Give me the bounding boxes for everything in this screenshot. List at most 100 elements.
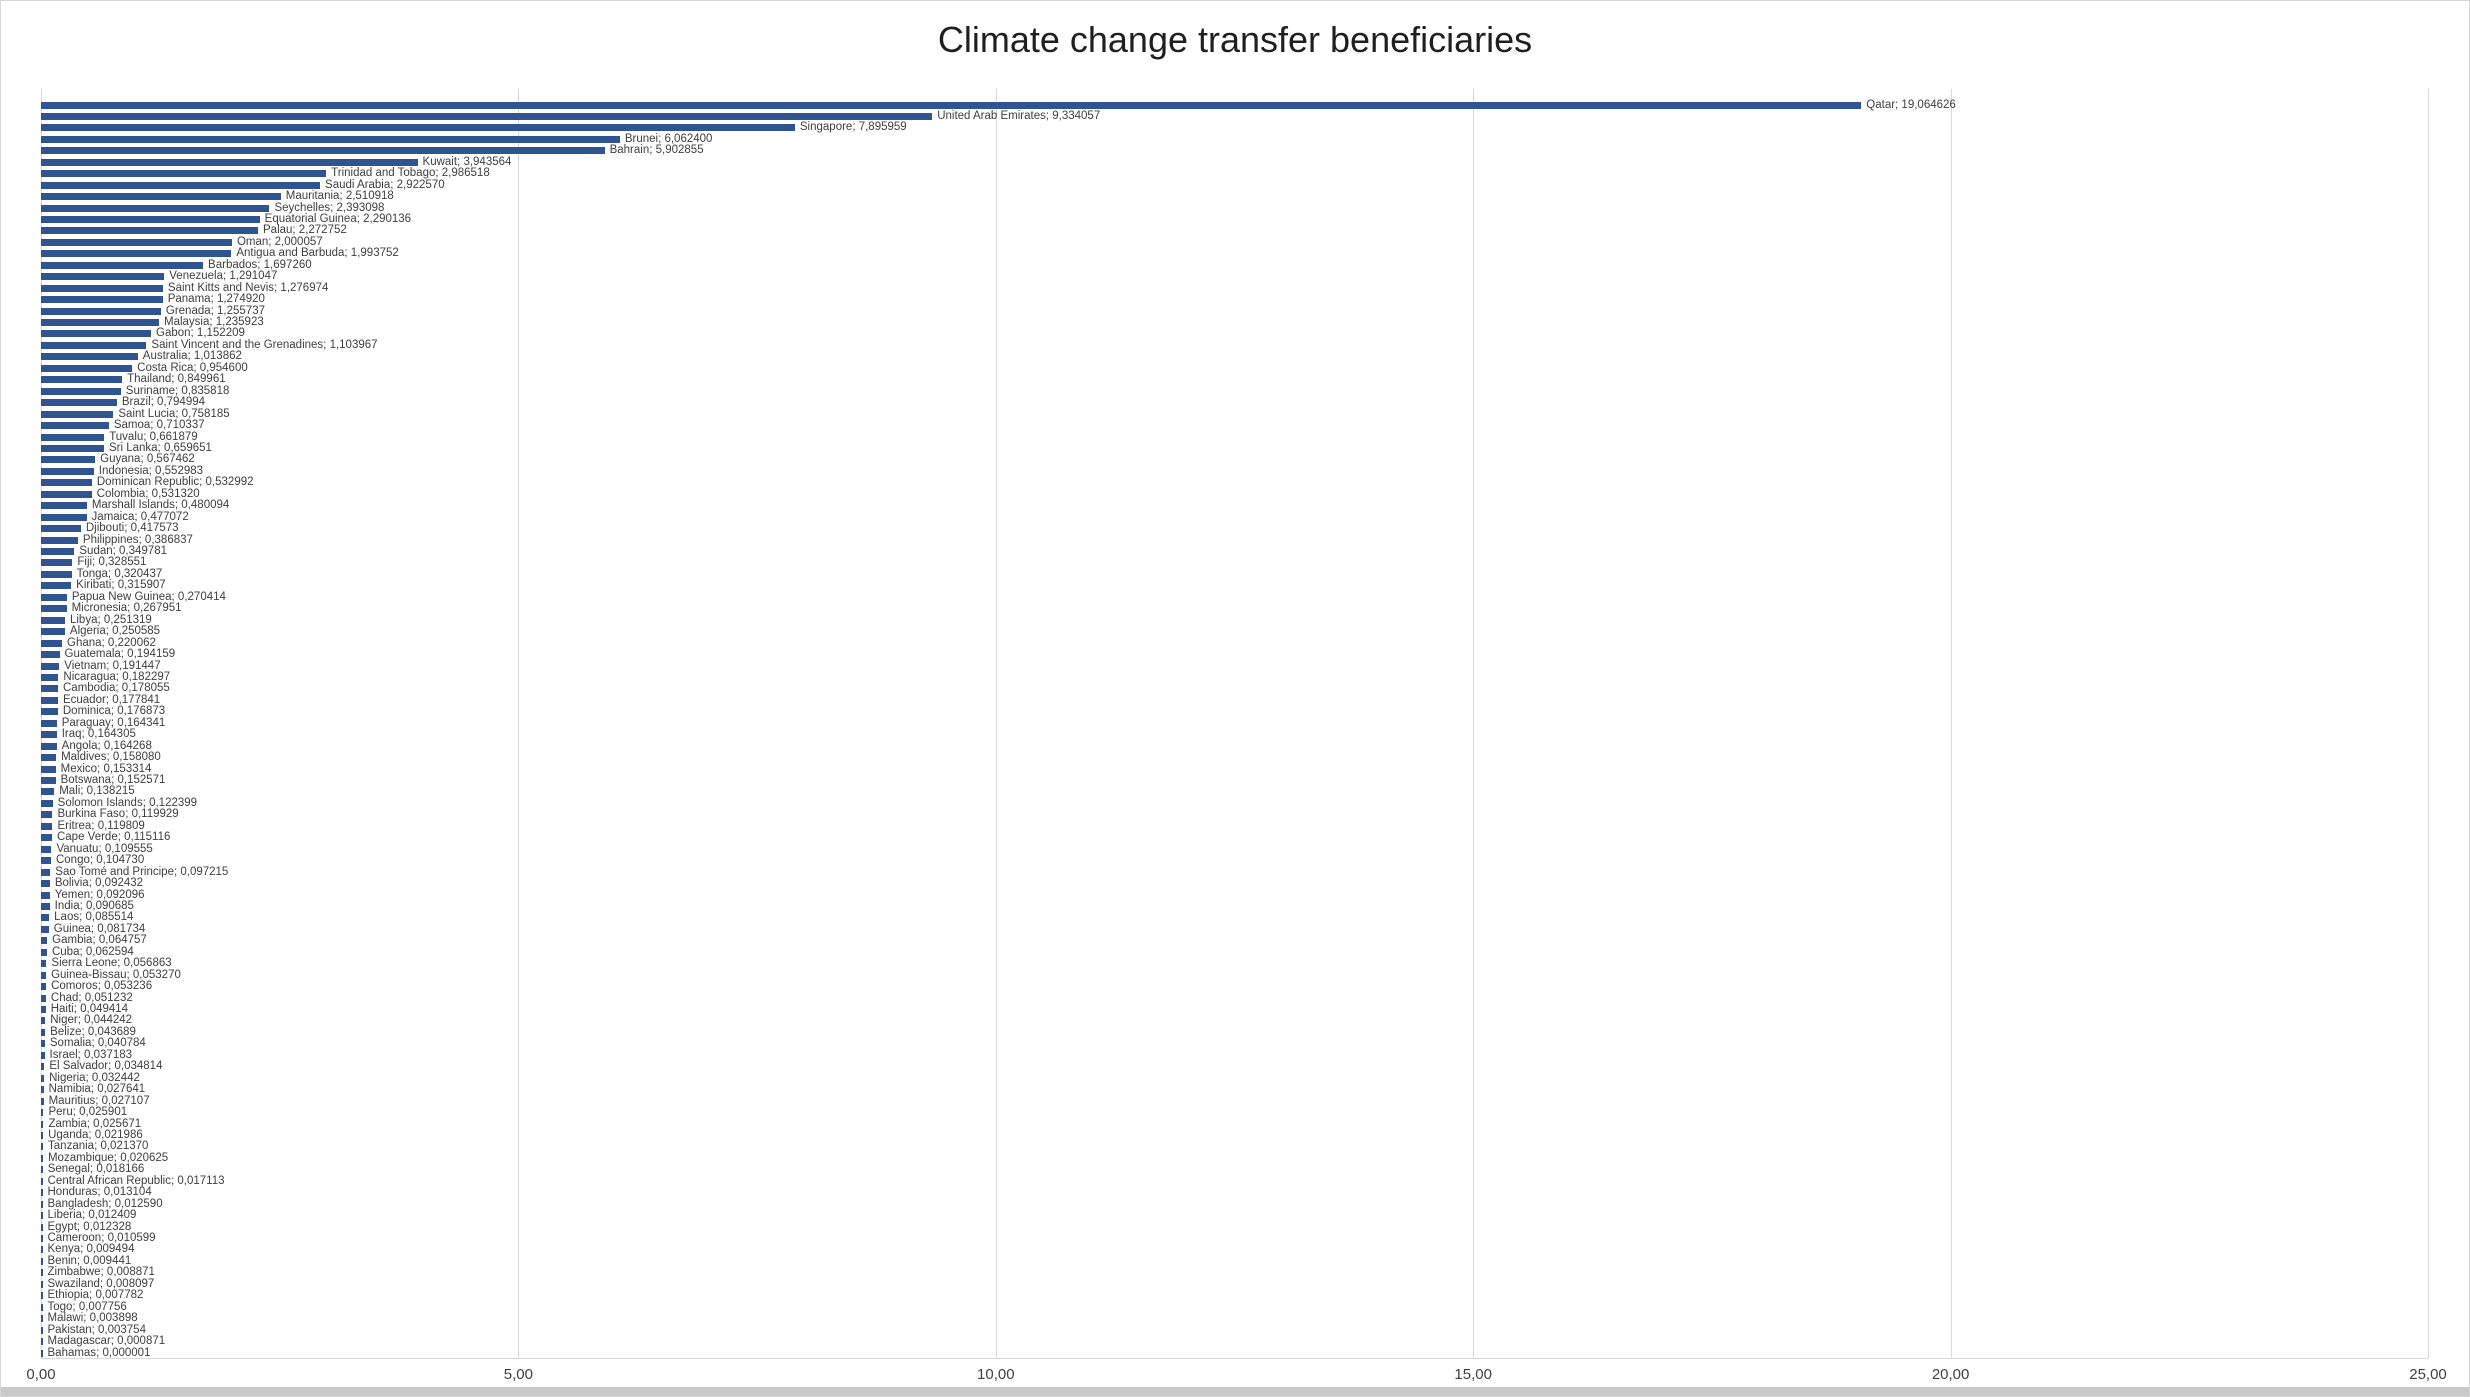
bar (41, 490, 92, 498)
bar-data-label: Belize; 0,043689 (50, 1025, 136, 1038)
bar (41, 1200, 43, 1208)
bar-data-label: Sierra Leone; 0,056863 (51, 957, 172, 970)
x-axis-tick-label: 0,00 (26, 1366, 56, 1383)
bar (41, 845, 52, 853)
bar (41, 1074, 45, 1082)
bar (41, 467, 94, 475)
bar (41, 387, 121, 395)
bar-data-label: Peru; 0,025901 (48, 1106, 128, 1119)
bar (41, 1257, 43, 1265)
bar (41, 971, 47, 979)
bar (41, 811, 53, 819)
bar-data-label: Dominican Republic; 0,532992 (96, 476, 254, 489)
bar (41, 330, 151, 338)
bar-data-label: Pakistan; 0,003754 (47, 1323, 146, 1336)
bar-data-label: Zimbabwe; 0,008871 (47, 1266, 155, 1279)
bar (41, 319, 159, 327)
bar (41, 410, 114, 418)
bar-data-label: Papua New Guinea; 0,270414 (71, 590, 226, 603)
bar-data-label: Palau; 2,272752 (263, 224, 347, 237)
bar-data-label: Cuba; 0,062594 (51, 945, 134, 958)
bar-data-label: Guinea; 0,081734 (53, 922, 146, 935)
bar-data-label: Sao Tomé and Principe; 0,097215 (55, 865, 229, 878)
bar-data-label: Namibia; 0,027641 (48, 1083, 146, 1096)
bar (41, 582, 72, 590)
bar-data-label: Guinea-Bissau; 0,053270 (51, 968, 181, 981)
bar-data-label: Saint Kitts and Nevis; 1,276974 (167, 281, 329, 294)
bar (41, 891, 50, 899)
bar-data-label: Equatorial Guinea; 2,290136 (264, 212, 412, 225)
x-axis-tick-label: 15,00 (1454, 1366, 1492, 1383)
bar-data-label: Micronesia; 0,267951 (71, 602, 182, 615)
bar-data-label: Togo; 0,007756 (47, 1300, 127, 1313)
x-axis-tick-label: 20,00 (1931, 1366, 1970, 1383)
bar-data-label: Kiribati; 0,315907 (76, 579, 166, 592)
bar-data-label: Marshall Islands; 0,480094 (91, 499, 230, 512)
bar-data-label: Libya; 0,251319 (69, 613, 152, 626)
bar (41, 902, 50, 910)
bar (41, 1086, 44, 1094)
bar (41, 525, 81, 533)
bar (41, 673, 59, 681)
bar-data-label: Bolivia; 0,092432 (54, 877, 144, 890)
bar (41, 1280, 43, 1288)
bar-data-label: Tuvalu; 0,661879 (109, 430, 198, 443)
bar (41, 731, 57, 739)
bar-data-label: Brunei; 6,062400 (624, 132, 713, 145)
bar-data-label: Thailand; 0,849961 (127, 373, 226, 386)
bar (41, 433, 105, 441)
bar-data-label: Cambodia; 0,178055 (63, 682, 170, 695)
bar-data-label: Burkina Faso; 0,119929 (57, 808, 179, 821)
bar-data-label: Kuwait; 3,943564 (422, 155, 512, 168)
bar (41, 868, 51, 876)
bar-data-label: Haiti; 0,049414 (50, 1003, 129, 1015)
bar (41, 513, 87, 521)
bar-data-label: Swaziland; 0,008097 (47, 1277, 155, 1290)
bar-data-label: Maldives; 0,158080 (61, 751, 161, 764)
bar-data-label: Tonga; 0,320437 (76, 567, 163, 580)
bar (41, 1235, 43, 1242)
bar-data-label: Guyana; 0,567462 (100, 453, 195, 466)
bar-data-label: Mauritania; 2,510918 (285, 190, 394, 203)
bar-data-label: Sudan; 0,349781 (79, 545, 167, 558)
bar-data-label: Ecuador; 0,177841 (62, 693, 161, 706)
bar-data-label: Vanuatu; 0,109555 (56, 842, 153, 855)
bar (41, 822, 53, 830)
bar-data-label: Iraq; 0,164305 (61, 728, 136, 741)
bar (41, 1120, 44, 1128)
bar (41, 307, 161, 315)
bar (41, 1154, 43, 1162)
bar-data-label: Sri Lanka; 0,659651 (108, 441, 212, 454)
bar-data-label: Mauritius; 0,027107 (48, 1094, 150, 1107)
bar (41, 1326, 43, 1334)
bar (41, 593, 67, 601)
bar (41, 548, 75, 556)
bar-data-label: Nigeria; 0,032442 (49, 1071, 140, 1084)
bar-data-label: El Salvador; 0,034814 (49, 1060, 163, 1073)
bar (41, 215, 260, 223)
bar-data-label: Yemen; 0,092096 (54, 888, 145, 901)
bar-data-label: Algeria; 0,250585 (69, 625, 161, 638)
bar (41, 880, 50, 888)
bar-data-label: Australia; 1,013862 (142, 350, 242, 363)
bar-data-label: Gambia; 0,064757 (52, 934, 147, 947)
bar-data-label: Benin; 0,009441 (47, 1254, 132, 1267)
bar (41, 444, 104, 452)
bar (41, 777, 56, 785)
vertical-gridline (1473, 89, 1475, 1358)
bar-data-label: Fiji; 0,328551 (77, 556, 147, 569)
bar-data-label: Kenya; 0,009494 (47, 1243, 135, 1256)
x-axis-tick-label: 5,00 (503, 1366, 533, 1383)
bar-data-label: Niger; 0,044242 (50, 1014, 133, 1027)
bar (41, 193, 281, 201)
bar-data-label: Laos; 0,085514 (54, 911, 134, 924)
bar (41, 479, 92, 487)
bar (41, 399, 117, 407)
bar (41, 261, 204, 269)
bar (41, 1292, 43, 1300)
bar (41, 948, 47, 956)
bar-data-label: Mozambique; 0,020625 (47, 1151, 169, 1164)
bar (41, 1109, 44, 1117)
